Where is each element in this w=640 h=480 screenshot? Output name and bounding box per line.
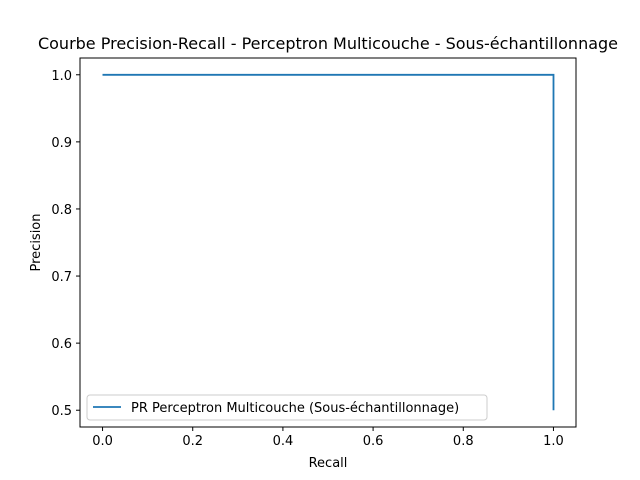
x-tick-label: 1.0 — [543, 434, 564, 449]
x-tick-label: 0.6 — [363, 434, 384, 449]
y-tick-label: 0.8 — [51, 203, 72, 218]
plot-frame — [79, 57, 577, 428]
x-axis: 0.0 0.2 0.4 0.6 0.8 1.0 — [92, 427, 564, 449]
legend: PR Perceptron Multicouche (Sous-échantil… — [86, 394, 488, 421]
series-layer — [102, 73, 555, 411]
x-tick-label: 0.2 — [182, 434, 203, 449]
y-tick-label: 0.6 — [51, 337, 72, 352]
y-axis: 0.5 0.6 0.7 0.8 0.9 1.0 — [51, 69, 80, 419]
plot-area — [80, 58, 576, 427]
x-tick-label: 0.4 — [273, 434, 294, 449]
y-axis-label: Precision — [29, 213, 44, 271]
legend-box — [86, 394, 488, 421]
chart-title: Courbe Precision-Recall - Perceptron Mul… — [38, 34, 618, 53]
y-tick-label: 0.9 — [51, 136, 72, 151]
x-tick-label: 0.8 — [453, 434, 474, 449]
series-line — [102, 73, 555, 411]
legend-label: PR Perceptron Multicouche (Sous-échantil… — [131, 401, 459, 416]
x-tick-label: 0.0 — [92, 434, 113, 449]
y-tick-label: 0.7 — [51, 270, 72, 285]
y-tick-label: 0.5 — [51, 404, 72, 419]
x-axis-label: Recall — [309, 456, 348, 471]
y-tick-label: 1.0 — [51, 69, 72, 84]
